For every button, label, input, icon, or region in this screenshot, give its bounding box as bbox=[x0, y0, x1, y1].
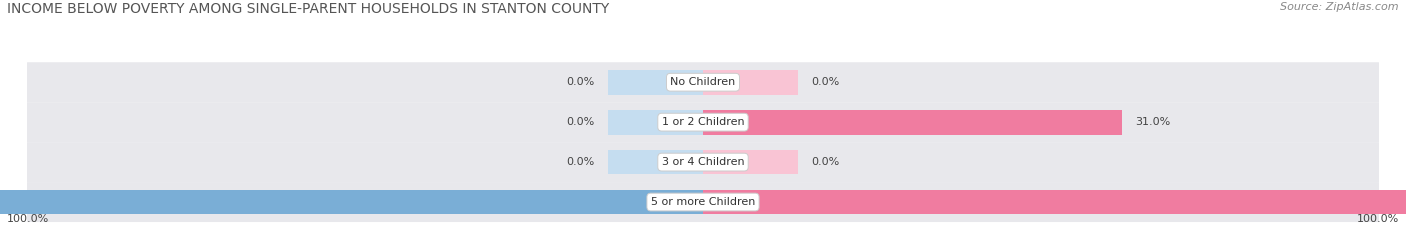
Bar bbox=[703, 110, 1122, 134]
Bar bbox=[703, 150, 797, 175]
FancyBboxPatch shape bbox=[27, 182, 1379, 222]
Bar bbox=[703, 70, 797, 95]
Text: 31.0%: 31.0% bbox=[1136, 117, 1171, 127]
FancyBboxPatch shape bbox=[27, 62, 1379, 102]
Bar bbox=[609, 150, 703, 175]
Text: 0.0%: 0.0% bbox=[567, 77, 595, 87]
Text: 3 or 4 Children: 3 or 4 Children bbox=[662, 157, 744, 167]
Text: 5 or more Children: 5 or more Children bbox=[651, 197, 755, 207]
Bar bbox=[703, 190, 1406, 214]
FancyBboxPatch shape bbox=[27, 102, 1379, 142]
FancyBboxPatch shape bbox=[27, 142, 1379, 182]
Text: 0.0%: 0.0% bbox=[811, 77, 839, 87]
Text: 100.0%: 100.0% bbox=[1357, 214, 1399, 224]
Text: 0.0%: 0.0% bbox=[567, 117, 595, 127]
Text: INCOME BELOW POVERTY AMONG SINGLE-PARENT HOUSEHOLDS IN STANTON COUNTY: INCOME BELOW POVERTY AMONG SINGLE-PARENT… bbox=[7, 2, 609, 16]
Text: 0.0%: 0.0% bbox=[811, 157, 839, 167]
Bar bbox=[0, 190, 703, 214]
Text: Source: ZipAtlas.com: Source: ZipAtlas.com bbox=[1281, 2, 1399, 12]
Bar bbox=[609, 70, 703, 95]
Text: 100.0%: 100.0% bbox=[7, 214, 49, 224]
Text: 0.0%: 0.0% bbox=[567, 157, 595, 167]
Bar bbox=[609, 110, 703, 134]
Text: 1 or 2 Children: 1 or 2 Children bbox=[662, 117, 744, 127]
Text: No Children: No Children bbox=[671, 77, 735, 87]
